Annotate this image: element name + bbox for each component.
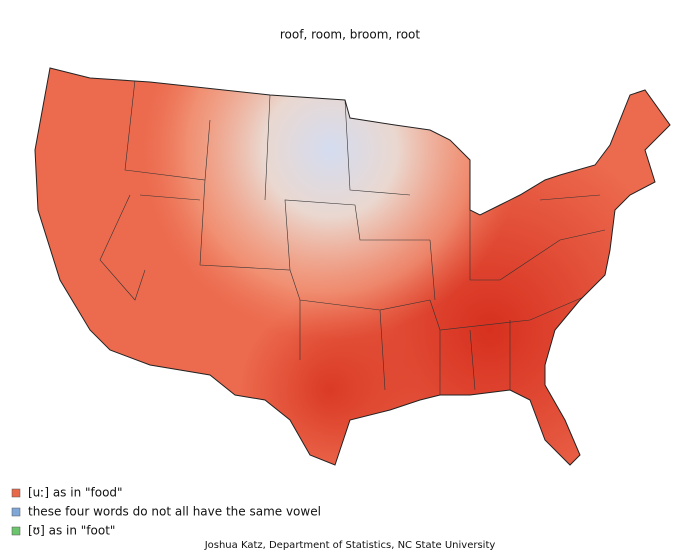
legend-label: [ʊ] as in "foot"	[28, 524, 115, 538]
legend-label: these four words do not all have the sam…	[28, 505, 321, 519]
legend-label: [uː] as in "food"	[28, 486, 123, 500]
legend-swatch	[11, 507, 21, 517]
legend-swatch	[11, 488, 21, 498]
credit: Joshua Katz, Department of Statistics, N…	[204, 540, 496, 551]
map-title: roof, room, broom, root	[280, 28, 421, 42]
legend-swatch	[11, 526, 21, 536]
us-map	[35, 68, 670, 465]
legend: [uː] as in "food" these four words do not…	[11, 486, 321, 538]
